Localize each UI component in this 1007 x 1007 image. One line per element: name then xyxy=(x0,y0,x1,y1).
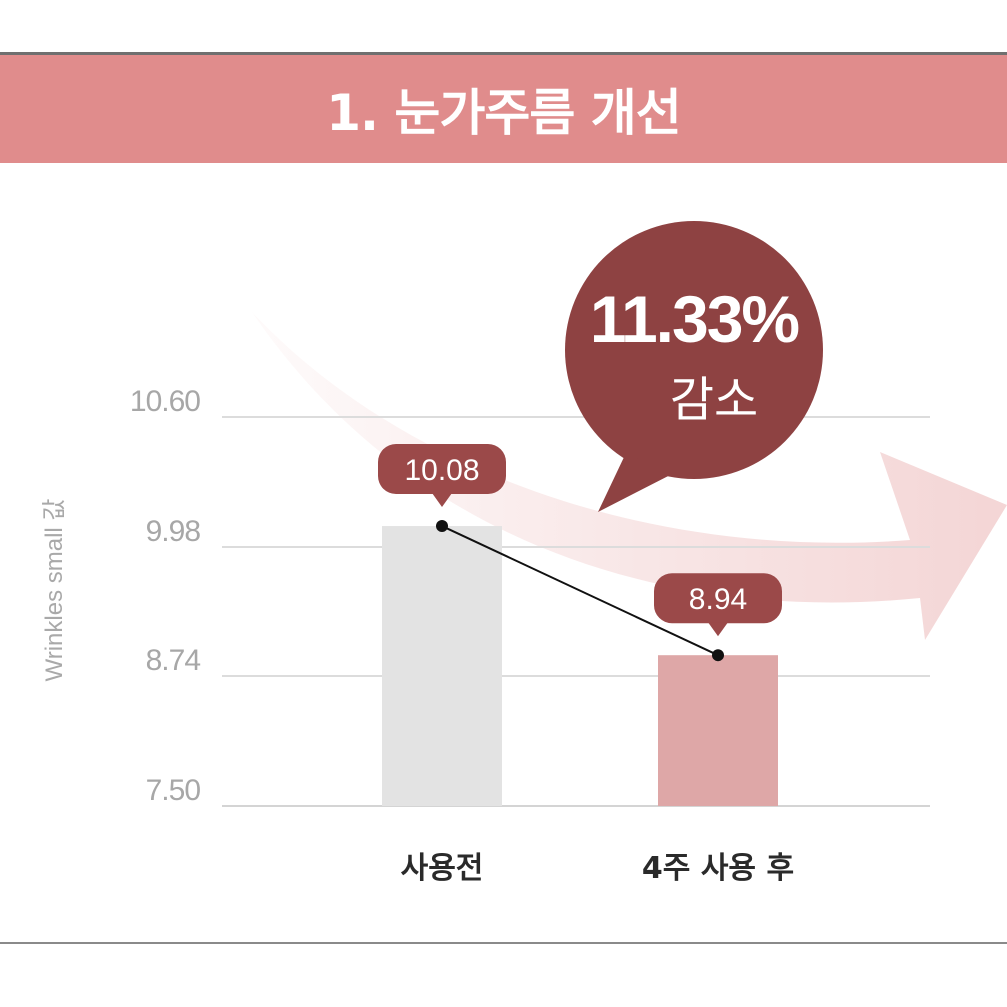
line-point xyxy=(436,520,448,533)
callout-circle xyxy=(565,221,823,479)
data-label-pointer xyxy=(432,493,452,508)
bar xyxy=(658,655,778,806)
line-overlay xyxy=(436,520,724,662)
data-label: 10.08 xyxy=(378,444,506,508)
data-label-text: 10.08 xyxy=(404,454,479,487)
callout-percent: 11.33% xyxy=(590,282,799,356)
trend-line xyxy=(441,525,719,657)
category-label: 사용전 xyxy=(401,851,484,886)
reduction-callout: 11.33% 감소 xyxy=(565,221,823,512)
bar xyxy=(382,526,502,806)
data-label-pointer xyxy=(708,622,728,637)
y-tick-label: 9.98 xyxy=(146,515,201,548)
callout-text: 감소 xyxy=(670,372,758,428)
y-tick-label: 7.50 xyxy=(146,774,201,807)
title-banner: 1. 눈가주름 개선 xyxy=(0,55,1007,163)
bars xyxy=(382,526,778,806)
top-divider xyxy=(0,52,1007,55)
callout-tail xyxy=(598,455,680,512)
bottom-divider xyxy=(0,942,1007,944)
data-label: 8.94 xyxy=(654,573,782,637)
data-label-text: 8.94 xyxy=(689,583,747,616)
trend-arrow xyxy=(252,312,1007,640)
y-tick-label: 8.74 xyxy=(146,644,201,677)
data-label-bubble xyxy=(378,444,506,495)
category-labels: 사용전 4주 사용 후 xyxy=(401,851,794,886)
y-tick-label: 10.60 xyxy=(130,385,200,418)
chart-title: 1. 눈가주름 개선 xyxy=(326,84,682,142)
line-point xyxy=(712,649,724,662)
y-axis-label: Wrinkles small 값 xyxy=(41,499,68,682)
data-labels: 10.08 8.94 xyxy=(378,444,782,637)
category-label: 4주 사용 후 xyxy=(642,851,794,886)
data-label-bubble xyxy=(654,573,782,624)
y-axis-ticks: 10.60 9.98 8.74 7.50 xyxy=(130,385,201,807)
gridlines xyxy=(222,416,930,807)
